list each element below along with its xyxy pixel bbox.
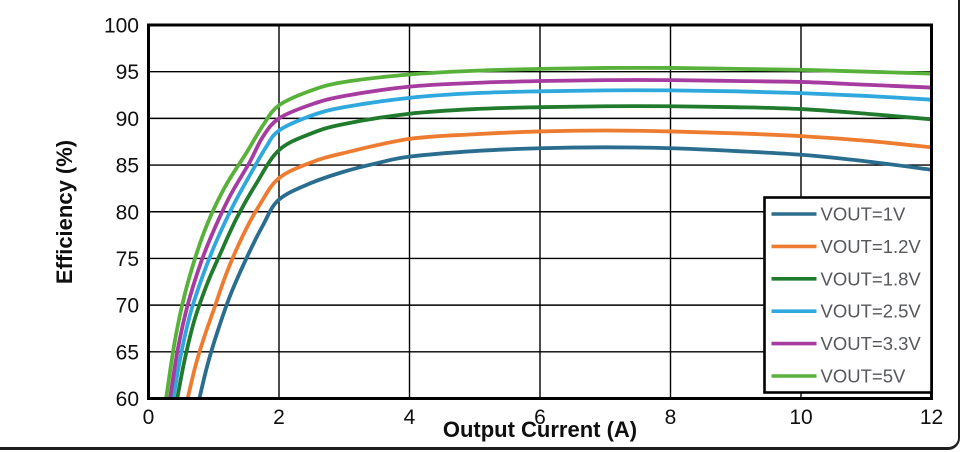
legend-label-vout-2-5v: VOUT=2.5V (821, 301, 922, 322)
series-line-vout-3-3v (168, 78, 933, 400)
legend-label-vout-3-3v: VOUT=3.3V (821, 333, 922, 354)
x-tick-label: 4 (404, 406, 416, 429)
x-axis-title: Output Current (A) (443, 417, 637, 442)
x-tick-label: 6 (534, 406, 546, 429)
x-tick-label: 2 (273, 406, 285, 429)
legend-box: VOUT=1V VOUT=1.2V VOUT=1.8V VOUT=2.5V VOUT=3… (763, 196, 933, 394)
x-tick-label: 8 (665, 406, 677, 429)
legend-entry: VOUT=1.8V (771, 268, 922, 289)
legend-entry: VOUT=1.2V (771, 236, 922, 257)
y-tick-label: 90 (116, 108, 139, 131)
y-tick-label: 80 (116, 201, 139, 224)
series-line-vout-2-5v (171, 88, 933, 400)
legend-entry: VOUT=2.5V (771, 301, 922, 322)
y-tick-label: 75 (116, 248, 139, 271)
legend-label-vout-1-2v: VOUT=1.2V (821, 236, 922, 257)
x-tick-label: 10 (789, 406, 812, 429)
series-curves (164, 65, 933, 400)
x-tick-label: 12 (920, 406, 943, 429)
y-tick-label: 100 (104, 15, 139, 38)
series-line-vout-5v (164, 65, 933, 400)
legend-entry: VOUT=5V (771, 366, 906, 387)
y-tick-label: 95 (116, 61, 139, 84)
series-line-vout-1v (197, 145, 933, 400)
legend-entry: VOUT=1V (771, 204, 906, 225)
legend-label-vout-5v: VOUT=5V (821, 366, 906, 387)
series-line-vout-1-2v (185, 128, 933, 400)
x-tick-label: 0 (143, 406, 155, 429)
legend-label-vout-1-8v: VOUT=1.8V (821, 268, 922, 289)
series-line-vout-1-8v (175, 104, 933, 400)
legend-entry: VOUT=3.3V (771, 333, 922, 354)
y-tick-label: 70 (116, 295, 139, 318)
legend-label-vout-1v: VOUT=1V (821, 204, 906, 225)
y-axis-title: Efficiency (%) (52, 140, 77, 284)
y-tick-label: 85 (116, 155, 139, 178)
y-tick-label: 60 (116, 388, 139, 411)
y-tick-label: 65 (116, 341, 139, 364)
